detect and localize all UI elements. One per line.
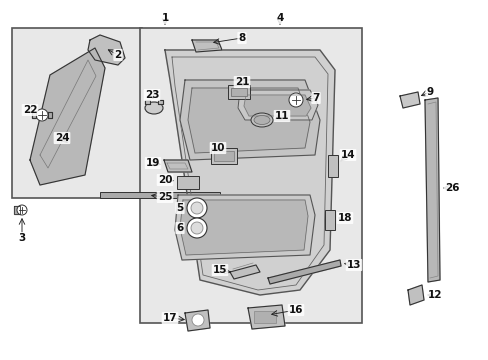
Bar [230, 88, 246, 96]
Polygon shape [267, 260, 340, 284]
Text: 8: 8 [238, 33, 245, 43]
Polygon shape [145, 100, 150, 104]
Ellipse shape [145, 102, 163, 114]
Text: 22: 22 [23, 105, 37, 115]
Bar [140, 28, 361, 323]
Ellipse shape [253, 116, 269, 125]
Polygon shape [244, 95, 310, 116]
Bar [210, 148, 237, 164]
Text: 12: 12 [427, 290, 441, 300]
Text: 21: 21 [234, 77, 249, 87]
Circle shape [186, 218, 206, 238]
Text: 26: 26 [444, 183, 458, 193]
Bar [12, 28, 142, 198]
Text: 1: 1 [161, 13, 168, 23]
Text: 13: 13 [346, 260, 361, 270]
Bar [227, 85, 249, 99]
Bar [100, 192, 220, 198]
Polygon shape [192, 40, 222, 52]
Circle shape [192, 314, 203, 326]
Polygon shape [14, 206, 20, 214]
Bar [325, 210, 334, 230]
Polygon shape [247, 305, 285, 329]
Text: 19: 19 [145, 158, 160, 168]
Circle shape [191, 222, 203, 234]
Polygon shape [88, 35, 125, 65]
Polygon shape [424, 98, 439, 282]
Polygon shape [187, 88, 309, 153]
Bar [177, 176, 199, 189]
Polygon shape [184, 310, 209, 331]
Text: 9: 9 [426, 87, 433, 97]
Text: 17: 17 [163, 313, 177, 323]
Polygon shape [30, 48, 105, 185]
Text: 14: 14 [340, 150, 355, 160]
Text: 15: 15 [212, 265, 227, 275]
Polygon shape [180, 200, 307, 255]
Text: 5: 5 [176, 203, 183, 213]
Polygon shape [163, 160, 192, 172]
Polygon shape [164, 50, 334, 295]
Text: 2: 2 [114, 50, 122, 60]
Polygon shape [238, 90, 317, 120]
Circle shape [186, 198, 206, 218]
Circle shape [191, 202, 203, 214]
Text: 4: 4 [276, 13, 283, 23]
Text: 18: 18 [337, 213, 351, 223]
Circle shape [17, 205, 27, 215]
Text: 6: 6 [176, 223, 183, 233]
Bar [253, 311, 275, 323]
Bar [327, 155, 337, 177]
Polygon shape [175, 195, 314, 260]
Circle shape [36, 109, 48, 121]
Polygon shape [229, 265, 260, 279]
Text: 10: 10 [210, 143, 225, 153]
Polygon shape [48, 112, 52, 118]
Text: 3: 3 [19, 233, 25, 243]
Polygon shape [180, 80, 319, 160]
Text: 23: 23 [144, 90, 159, 100]
Text: 11: 11 [274, 111, 289, 121]
Bar [214, 151, 234, 161]
Polygon shape [399, 92, 419, 108]
Polygon shape [158, 100, 163, 104]
Text: 16: 16 [288, 305, 303, 315]
Circle shape [288, 93, 303, 107]
Polygon shape [407, 285, 423, 305]
Ellipse shape [250, 113, 272, 127]
Text: 20: 20 [158, 175, 172, 185]
Text: 25: 25 [158, 192, 172, 202]
Text: 24: 24 [55, 133, 69, 143]
Polygon shape [32, 112, 36, 118]
Text: 7: 7 [312, 93, 319, 103]
